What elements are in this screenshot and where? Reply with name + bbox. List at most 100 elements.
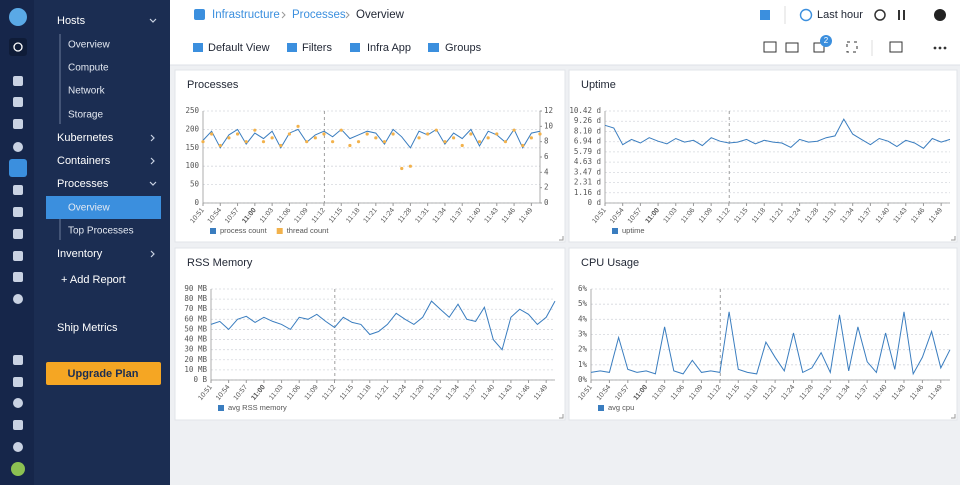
series-line (210, 300, 556, 351)
nav-subitem[interactable]: Storage (68, 110, 103, 121)
legend-label: avg cpu (608, 403, 634, 412)
nav-item[interactable]: Ship Metrics (57, 322, 118, 334)
rail-icon[interactable] (13, 442, 23, 452)
y-tick-label: 200 (185, 124, 199, 133)
breadcrumb-sep (281, 11, 286, 19)
grid-icon[interactable] (760, 10, 770, 20)
nav-item[interactable]: Containers (57, 155, 111, 167)
fullscreen-icon[interactable] (846, 41, 858, 53)
resize-handle (559, 414, 564, 419)
chevron (150, 157, 155, 165)
nav-item[interactable]: Kubernetes (57, 132, 114, 144)
nav-item[interactable]: Inventory (57, 248, 103, 260)
rail-icon[interactable] (13, 207, 23, 217)
y-tick-label: 2.31 d (574, 178, 601, 187)
pause-icon[interactable] (898, 10, 900, 20)
add-report[interactable]: + Add Report (61, 274, 126, 286)
tv-icon[interactable] (763, 41, 777, 53)
marker (477, 140, 482, 144)
nav-subitem[interactable]: Overview (68, 203, 110, 214)
y-tick-label: 100 (185, 161, 199, 170)
time-range[interactable]: Last hour (817, 9, 863, 21)
search-icon[interactable] (9, 38, 27, 56)
y2-tick-label: 10 (544, 121, 554, 130)
y-tick-label: 20 MB (184, 355, 207, 364)
y-tick-label: 0% (578, 375, 588, 384)
panel-title: Uptime (581, 79, 616, 91)
y-tick-label: 0 d (587, 198, 601, 207)
y-tick-label: 90 MB (184, 284, 207, 293)
rail-icon[interactable] (13, 420, 23, 430)
marker (495, 132, 499, 136)
mail-icon[interactable] (785, 42, 799, 53)
rail-icon[interactable] (13, 185, 23, 195)
marker (218, 143, 222, 148)
toolbar-icon (350, 43, 360, 52)
upgrade-label: Upgrade Plan (68, 368, 139, 380)
toolbar-button[interactable]: Default View (208, 42, 270, 54)
toolbar-button[interactable]: Infra App (367, 42, 411, 54)
y-tick-label: 8.10 d (574, 126, 601, 135)
rail-icon[interactable] (13, 97, 23, 107)
marker (417, 136, 421, 140)
y-tick-label: 6.94 d (574, 137, 601, 146)
nav-subitem[interactable]: Overview (68, 40, 110, 51)
rail-icon[interactable] (13, 398, 23, 408)
link-icon[interactable] (813, 42, 825, 53)
rail-icon[interactable] (13, 355, 23, 365)
marker (244, 140, 248, 144)
legend-swatch (612, 228, 618, 234)
y-tick-label: 70 MB (184, 304, 207, 313)
y-tick-label: 150 (185, 143, 199, 152)
rail-icon[interactable] (13, 142, 23, 152)
y-tick-label: 1.16 d (574, 188, 601, 197)
marker (270, 136, 274, 140)
logo (9, 8, 27, 26)
marker (382, 140, 387, 144)
rail-icon[interactable] (13, 119, 23, 129)
y2-tick-label: 8 (544, 137, 549, 146)
marker (426, 132, 430, 136)
breadcrumb-current: Overview (356, 9, 405, 21)
toolbar-button[interactable]: Filters (302, 42, 332, 54)
nav-subitem[interactable]: Top Processes (68, 226, 134, 237)
nav-subitem[interactable]: Network (68, 86, 106, 97)
rail-active[interactable] (9, 159, 27, 177)
y2-tick-label: 6 (544, 152, 549, 161)
nav-subitem[interactable]: Compute (68, 63, 109, 74)
avatar[interactable] (11, 462, 25, 476)
y-tick-label: 3.47 d (574, 167, 601, 176)
marker (261, 140, 266, 144)
layout-icon[interactable] (889, 41, 903, 53)
rail-icon[interactable] (13, 251, 23, 261)
pause-icon[interactable] (903, 10, 905, 20)
breadcrumb-sep (345, 11, 350, 19)
rail-icon[interactable] (13, 272, 23, 282)
chevron (150, 134, 155, 142)
y-tick-label: 30 MB (184, 345, 207, 354)
breadcrumb-link[interactable]: Processes (292, 9, 346, 21)
nav-item[interactable]: Hosts (57, 15, 86, 27)
marker (400, 166, 404, 171)
rail-icon[interactable] (13, 229, 23, 239)
rail-icon[interactable] (13, 76, 23, 86)
marker (460, 143, 464, 148)
chevron (150, 250, 155, 258)
y-tick-label: 6% (578, 284, 588, 293)
nav-item[interactable]: Processes (57, 178, 109, 190)
marker (365, 132, 369, 136)
y-tick-label: 10.42 d (569, 106, 601, 115)
marker (538, 132, 542, 136)
help-icon[interactable] (934, 9, 946, 21)
series-line (590, 311, 951, 376)
upgrade-button[interactable] (46, 362, 161, 385)
breadcrumb-link[interactable]: Infrastructure (212, 9, 280, 21)
more-icon[interactable] (933, 46, 947, 50)
refresh-icon[interactable] (874, 9, 886, 21)
y-tick-label: 0 B (193, 375, 207, 384)
y-tick-label: 50 MB (184, 324, 207, 333)
rail-icon[interactable] (13, 294, 23, 304)
rail-icon[interactable] (13, 377, 23, 387)
toolbar-button[interactable]: Groups (445, 42, 482, 54)
marker (339, 128, 343, 132)
